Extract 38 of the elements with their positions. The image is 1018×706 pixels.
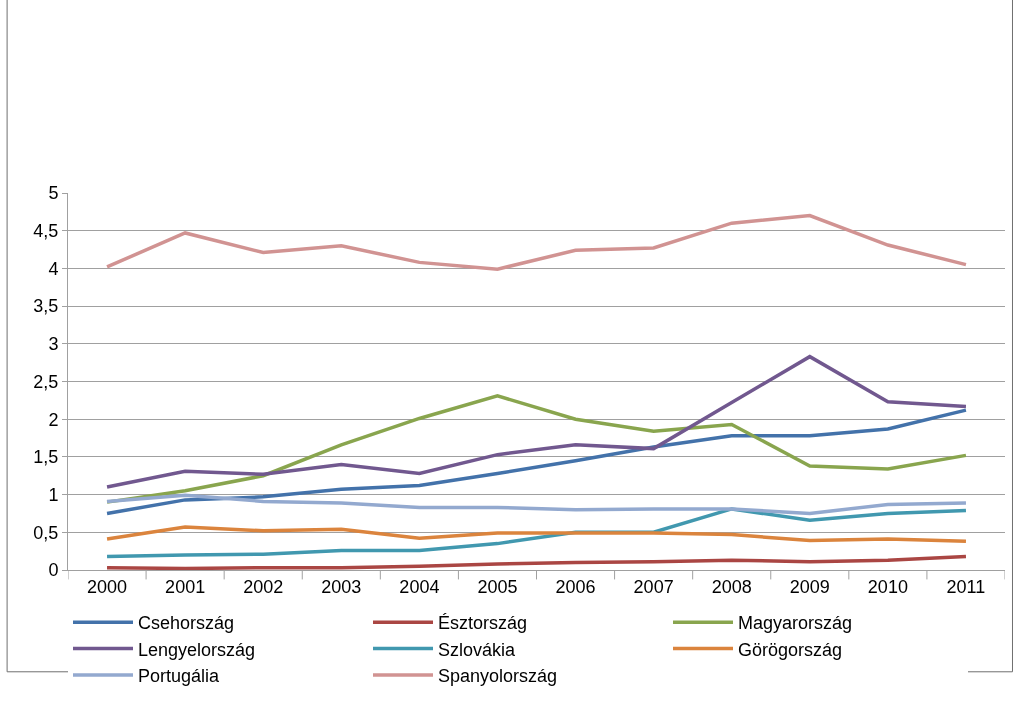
y-tick-label: 2,5 bbox=[33, 371, 59, 392]
x-tick-label: 2010 bbox=[867, 576, 908, 597]
y-tick-label: 4,5 bbox=[33, 221, 59, 241]
legend-label: Magyarország bbox=[738, 613, 853, 634]
legend-label: Portugália bbox=[138, 665, 221, 686]
y-tick-label: 3,5 bbox=[33, 296, 59, 317]
x-tick-label: 2005 bbox=[477, 576, 518, 597]
line-series bbox=[105, 493, 968, 516]
x-tick-label: 2007 bbox=[633, 576, 674, 597]
y-tick-label: 5 bbox=[48, 183, 59, 204]
legend-label: Csehország bbox=[138, 613, 235, 634]
line-series bbox=[105, 354, 968, 489]
y-tick-label: 3 bbox=[48, 334, 59, 355]
y-tick-label: 1 bbox=[48, 484, 59, 505]
legend-label: Görögország bbox=[738, 639, 843, 660]
y-tick-label: 0,5 bbox=[33, 522, 59, 543]
x-tick-label: 2008 bbox=[711, 576, 752, 597]
legend-label: Szlovákia bbox=[438, 639, 517, 660]
x-tick-label: 2006 bbox=[555, 576, 596, 597]
line-series bbox=[105, 408, 968, 516]
x-tick-label: 2001 bbox=[165, 576, 206, 597]
line-series bbox=[105, 554, 968, 570]
x-tick-label: 2011 bbox=[946, 576, 986, 597]
x-tick-label: 2004 bbox=[399, 576, 440, 597]
x-tick-label: 2009 bbox=[789, 576, 830, 597]
legend-label: Lengyelország bbox=[138, 639, 256, 660]
line-series bbox=[105, 213, 968, 271]
line-series bbox=[105, 525, 968, 544]
x-tick-label: 2003 bbox=[321, 576, 362, 597]
y-tick-label: 2 bbox=[48, 409, 59, 430]
y-tick-label: 0 bbox=[48, 560, 59, 581]
x-tick-label: 2000 bbox=[87, 576, 128, 597]
y-tick-label: 4 bbox=[48, 258, 59, 279]
line-series bbox=[105, 394, 968, 504]
legend-label: Spanyolország bbox=[438, 665, 558, 686]
x-tick-label: 2002 bbox=[243, 576, 284, 597]
y-tick-label: 1,5 bbox=[33, 447, 59, 468]
legend-label: Észtország bbox=[438, 613, 528, 634]
